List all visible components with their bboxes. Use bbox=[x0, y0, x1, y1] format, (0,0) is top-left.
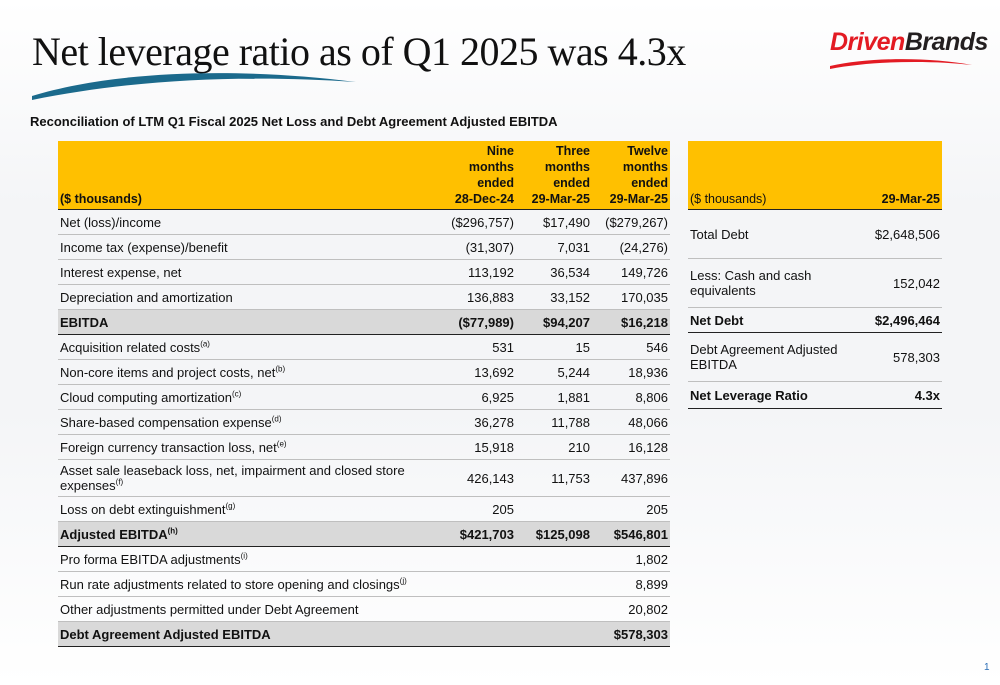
table-row: Other adjustments permitted under Debt A… bbox=[58, 596, 670, 622]
header-date: 29-Mar-25 bbox=[848, 141, 942, 210]
table-subtitle: Reconciliation of LTM Q1 Fiscal 2025 Net… bbox=[30, 114, 558, 129]
page-number: 1 bbox=[984, 662, 990, 673]
logo-swoosh bbox=[830, 59, 972, 69]
header-three-months: Three months ended 29-Mar-25 bbox=[516, 141, 592, 210]
table-row: Debt Agreement Adjusted EBITDA 578,303 bbox=[688, 332, 942, 382]
table-header-row: ($ thousands) Nine months ended 28-Dec-24 … bbox=[58, 141, 670, 210]
table-row: Cloud computing amortization(c) 6,925 1,88… bbox=[58, 384, 670, 410]
net-leverage-ratio-row: Net Leverage Ratio 4.3x bbox=[688, 381, 942, 409]
table-row: Interest expense, net 113,192 36,534 149,72… bbox=[58, 259, 670, 285]
table-row: Net (loss)/income ($296,757) $17,490 ($279,… bbox=[58, 209, 670, 235]
driven-brands-logo: DrivenBrands bbox=[830, 28, 988, 74]
title-swoosh bbox=[32, 73, 356, 100]
header-twelve-months: Twelve months ended 29-Mar-25 bbox=[592, 141, 670, 210]
logo-word-brands: Brands bbox=[904, 28, 989, 56]
table-row: Depreciation and amortization 136,883 33,1… bbox=[58, 284, 670, 310]
ebitda-reconciliation-table: ($ thousands) Nine months ended 28-Dec-24 … bbox=[58, 141, 670, 647]
debt-agreement-adjusted-ebitda-row: Debt Agreement Adjusted EBITDA $578,303 bbox=[58, 621, 670, 647]
header-thousands: ($ thousands) bbox=[58, 141, 438, 210]
table-row: Foreign currency transaction loss, net(e… bbox=[58, 434, 670, 460]
table-row: Loss on debt extinguishment(g) 205 205 bbox=[58, 496, 670, 522]
net-leverage-table: ($ thousands) 29-Mar-25 Total Debt $2,648… bbox=[688, 141, 942, 409]
header-nine-months: Nine months ended 28-Dec-24 bbox=[438, 141, 516, 210]
table-row: Share-based compensation expense(d) 36,27… bbox=[58, 409, 670, 435]
table-row: Run rate adjustments related to store op… bbox=[58, 571, 670, 597]
ebitda-total-row: EBITDA ($77,989) $94,207 $16,218 bbox=[58, 309, 670, 335]
table-row: Asset sale leaseback loss, net, impairme… bbox=[58, 459, 670, 497]
table-row: Income tax (expense)/benefit (31,307) 7,03… bbox=[58, 234, 670, 260]
table-row: Acquisition related costs(a) 531 15 546 bbox=[58, 334, 670, 360]
page-title: Net leverage ratio as of Q1 2025 was 4.3… bbox=[32, 29, 686, 74]
logo-word-driven: Driven bbox=[830, 28, 905, 56]
table-header-row: ($ thousands) 29-Mar-25 bbox=[688, 141, 942, 210]
net-debt-row: Net Debt $2,496,464 bbox=[688, 307, 942, 333]
table-row: Non-core items and project costs, net(b)… bbox=[58, 359, 670, 385]
header-thousands: ($ thousands) bbox=[688, 141, 848, 210]
table-row: Pro forma EBITDA adjustments(i) 1,802 bbox=[58, 546, 670, 572]
table-row: Less: Cash and cash equivalents 152,042 bbox=[688, 258, 942, 308]
adjusted-ebitda-row: Adjusted EBITDA(h) $421,703 $125,098 $546,8… bbox=[58, 521, 670, 547]
table-row: Total Debt $2,648,506 bbox=[688, 209, 942, 259]
